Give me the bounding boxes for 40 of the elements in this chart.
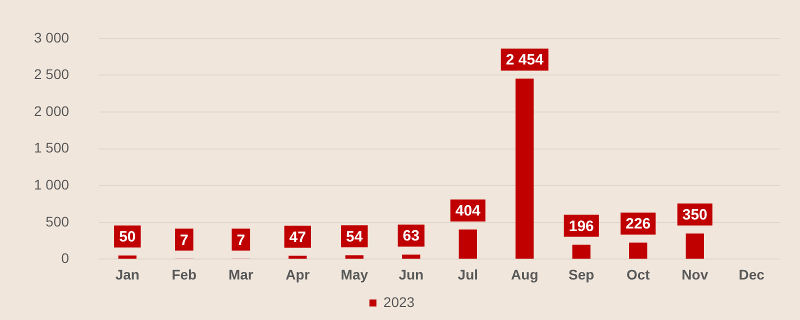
y-tick-label: 1 000 (34, 176, 70, 192)
y-tick-label: 1 500 (34, 140, 70, 156)
bar (572, 244, 590, 259)
bar (629, 242, 648, 259)
x-tick-label: Oct (626, 266, 650, 282)
data-label: 2 454 (506, 52, 544, 69)
bar (345, 255, 364, 259)
data-label: 63 (402, 228, 420, 245)
bar (458, 229, 477, 259)
y-tick-label: 0 (61, 250, 70, 266)
y-tick-label: 2 500 (34, 66, 70, 82)
bar (402, 254, 420, 259)
x-tick-label: Aug (511, 266, 538, 282)
x-tick-label: Mar (228, 266, 254, 282)
bar (118, 256, 136, 259)
data-label: 350 (682, 206, 708, 224)
y-tick-label: 2 000 (34, 102, 70, 119)
data-label: 54 (346, 228, 364, 246)
x-tick-label: Sep (568, 266, 594, 282)
bar (288, 256, 307, 259)
x-tick-label: May (340, 266, 368, 282)
y-tick-label: 3 000 (34, 29, 70, 46)
data-label: 50 (119, 228, 136, 246)
bar (686, 233, 704, 259)
y-tick-label: 500 (46, 213, 70, 230)
x-tick-label: Apr (286, 266, 310, 282)
data-label: 226 (626, 216, 651, 233)
legend-label: 2023 (383, 294, 415, 310)
bar (516, 78, 534, 259)
data-label: 196 (568, 218, 594, 235)
data-label: 47 (289, 228, 306, 246)
data-label: 7 (236, 232, 246, 249)
data-label: 404 (455, 202, 482, 220)
x-tick-label: Jan (115, 266, 140, 282)
x-tick-label: Dec (738, 266, 765, 282)
x-tick-label: Nov (682, 266, 708, 282)
data-label: 7 (180, 232, 188, 249)
x-tick-label: Jul (458, 266, 478, 282)
x-tick-label: Feb (172, 266, 197, 282)
x-tick-label: Jun (398, 266, 424, 282)
